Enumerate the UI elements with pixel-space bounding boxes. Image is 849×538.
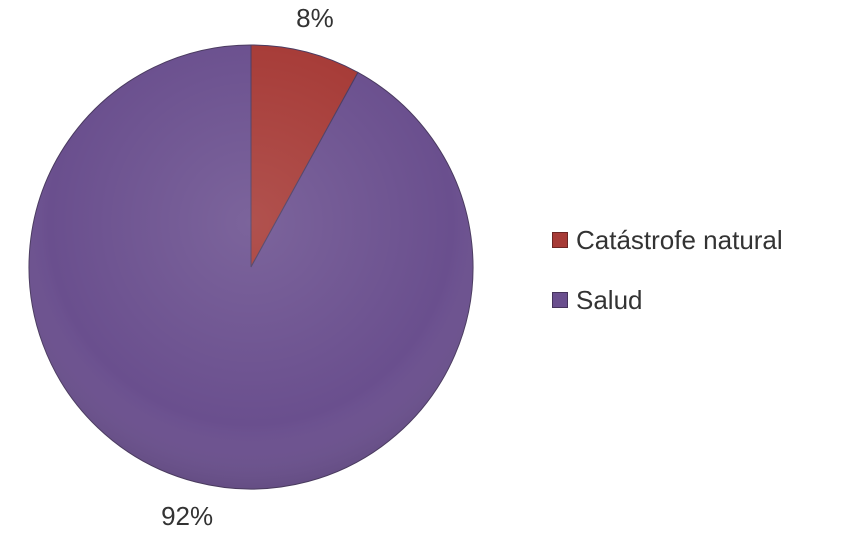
data-label-catastrofe-natural: 8%	[296, 3, 334, 33]
legend-swatch-salud	[552, 292, 568, 308]
legend-swatch-catastrofe-natural	[552, 232, 568, 248]
legend-item-catastrofe-natural: Catástrofe natural	[552, 222, 783, 258]
chart-legend: Catástrofe natural Salud	[552, 222, 783, 342]
legend-label-salud: Salud	[576, 284, 643, 315]
data-label-salud: 92%	[161, 501, 213, 531]
pie-slice-salud	[28, 44, 474, 490]
legend-item-salud: Salud	[552, 282, 783, 318]
legend-label-catastrofe-natural: Catástrofe natural	[576, 224, 783, 255]
